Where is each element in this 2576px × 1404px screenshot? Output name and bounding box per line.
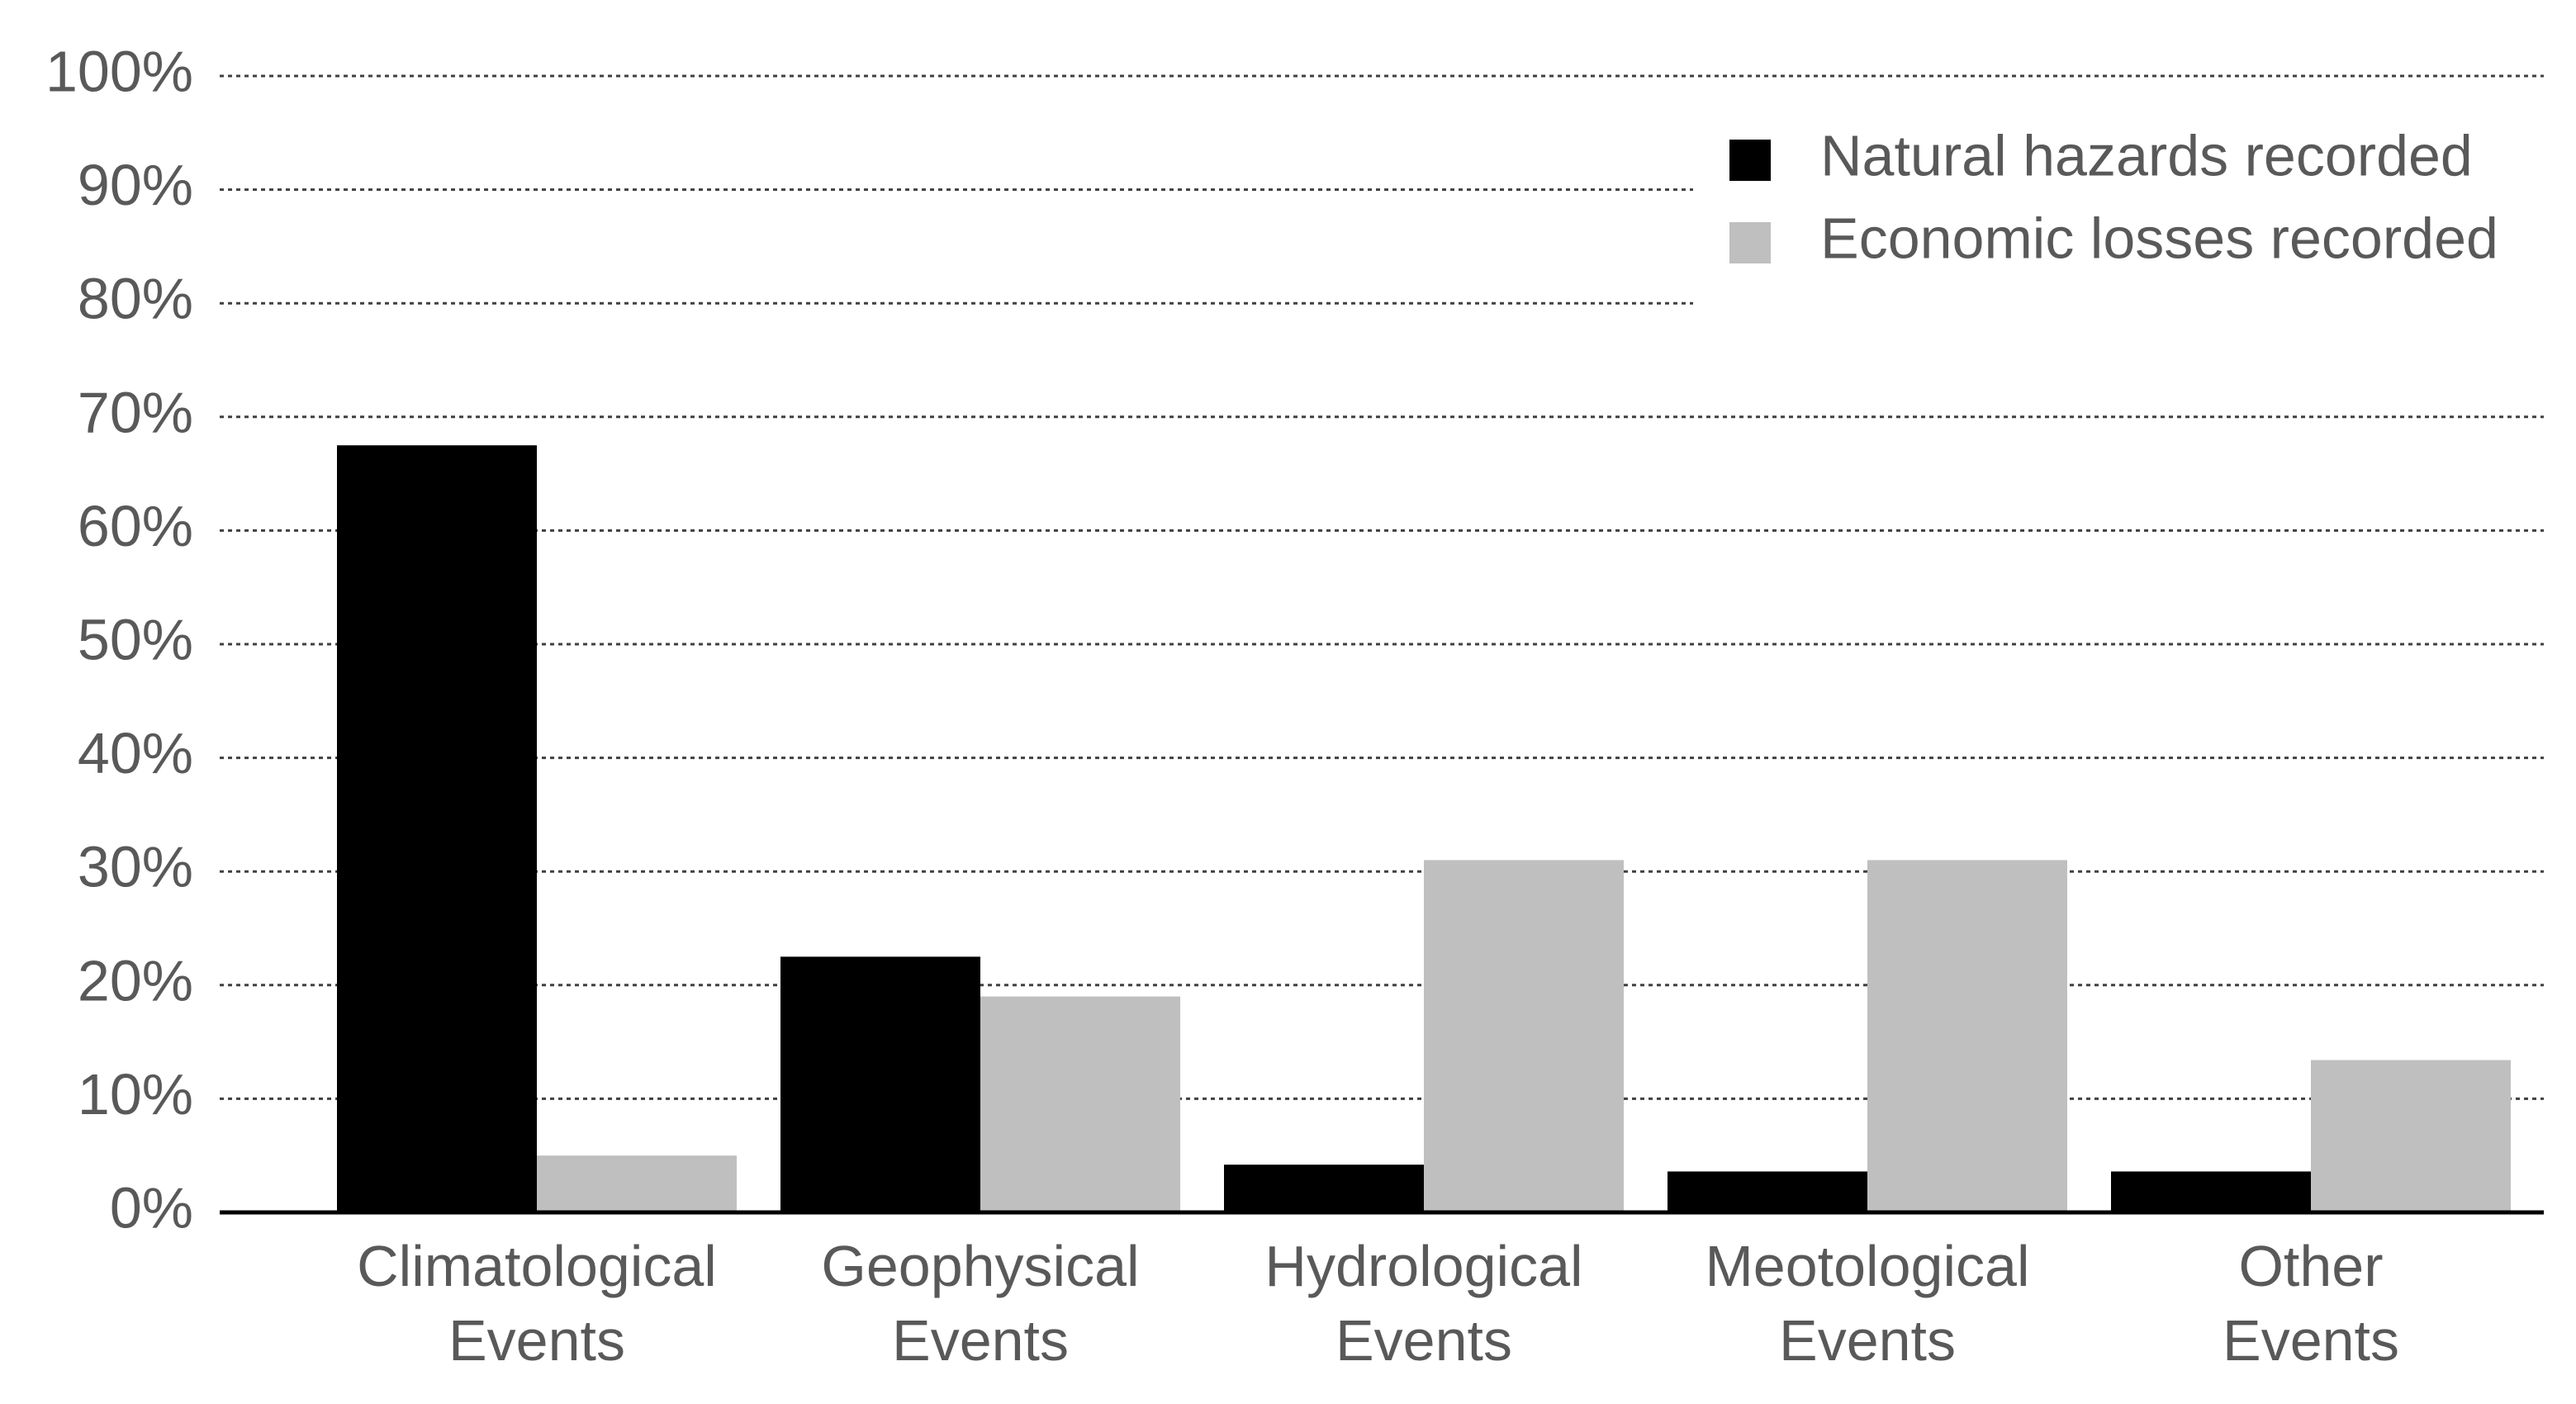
y-tick-label: 40%: [78, 721, 193, 785]
y-tick-label: 60%: [78, 494, 193, 558]
bar: [2111, 1171, 2311, 1212]
y-tick-label: 30%: [78, 835, 193, 899]
x-tick-label: Other Events: [2223, 1234, 2400, 1373]
y-tick-label: 10%: [78, 1062, 193, 1127]
legend-label: Natural hazards recorded: [1820, 123, 2473, 187]
bar: [2311, 1060, 2511, 1212]
x-tick-label: Climatological Events: [357, 1234, 717, 1373]
bar: [780, 956, 980, 1212]
y-tick-label: 20%: [78, 948, 193, 1013]
y-tick-label: 0%: [110, 1175, 193, 1240]
bar: [537, 1155, 737, 1212]
bar: [1224, 1164, 1424, 1212]
legend-label: Economic losses recorded: [1820, 206, 2498, 270]
bar: [337, 445, 537, 1212]
x-tick-label: Meotological Events: [1705, 1234, 2030, 1373]
x-tick-label: Geophysical Events: [821, 1234, 1140, 1373]
bar: [1424, 860, 1624, 1212]
bar: [1668, 1171, 1867, 1212]
bar: [1867, 860, 2067, 1212]
y-tick-label: 90%: [78, 153, 193, 217]
y-tick-label: 80%: [78, 267, 193, 331]
legend-background: [1693, 116, 2576, 347]
legend-swatch: [1729, 140, 1771, 181]
legend-swatch: [1729, 222, 1771, 263]
y-tick-label: 50%: [78, 607, 193, 671]
y-tick-label: 100%: [45, 39, 193, 103]
bar: [980, 996, 1180, 1212]
x-tick-label: Hydrological Events: [1264, 1234, 1583, 1373]
y-tick-label: 70%: [78, 380, 193, 444]
